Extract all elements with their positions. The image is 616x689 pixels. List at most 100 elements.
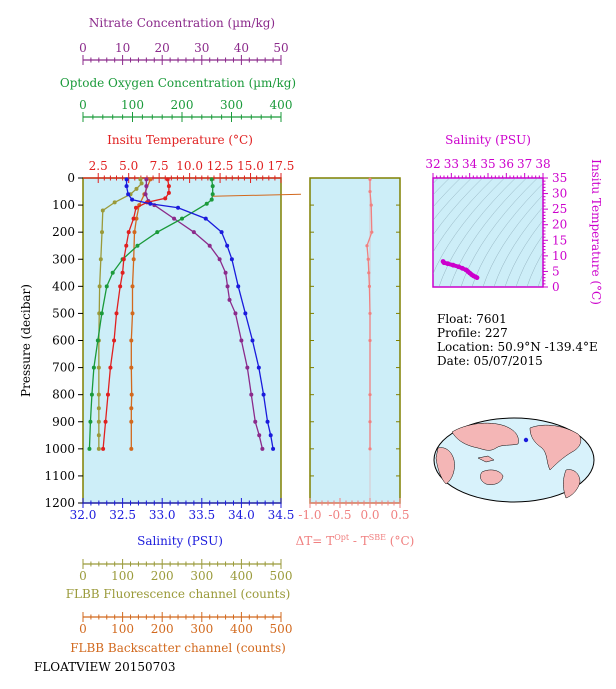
ts-temperature-tick-label: 20 <box>552 218 567 232</box>
fluorescence-tick-label: 300 <box>190 569 213 583</box>
ts-salinity-tick-label: 36 <box>499 157 514 171</box>
pressure-tick-label: 1000 <box>44 442 75 456</box>
oxygen-tick-label: 200 <box>171 98 194 112</box>
nitrate-series-point <box>207 243 212 248</box>
salinity-tick-label: 33.0 <box>149 508 176 522</box>
salinity-tick-label: 34.0 <box>228 508 255 522</box>
oxygen-series-point <box>87 446 92 451</box>
backscatter-series-point <box>131 257 136 262</box>
temperature-series-point <box>103 419 108 424</box>
salinity-series-point <box>203 216 208 221</box>
salinity-series-point <box>176 205 181 210</box>
pressure-tick-label: 200 <box>52 225 75 239</box>
temperature-series-point <box>118 284 123 289</box>
temperature-tick-label: 12.5 <box>207 159 234 173</box>
ts-density-contour <box>433 178 494 253</box>
ts-profile-point <box>445 261 451 267</box>
nitrate-series-point <box>225 284 230 289</box>
nitrate-series-point <box>260 446 265 451</box>
delta-t-plot-area <box>309 177 401 504</box>
delta-t-tick-label: 0.5 <box>390 508 409 522</box>
temperature-tick-label: 17.5 <box>268 159 295 173</box>
oxygen-series-point <box>180 216 184 221</box>
fluorescence-tick-label: 400 <box>230 569 253 583</box>
ts-temperature-tick-label: 10 <box>552 249 567 263</box>
nitrate-series-point <box>245 365 250 370</box>
temperature-series-point <box>126 230 131 235</box>
ts-temperature-axis-title: Insitu Temperature (°C) <box>589 159 603 305</box>
ts-salinity-tick-label: 35 <box>480 157 495 171</box>
ts-temperature-tick-label: 5 <box>552 264 560 278</box>
nitrate-series-point <box>233 311 238 316</box>
nitrate-axis-title: Nitrate Concentration (µm/kg) <box>89 16 275 30</box>
nitrate-series-point <box>227 297 232 302</box>
nitrate-series-point <box>172 216 177 221</box>
oxygen-series-point <box>95 338 100 343</box>
delta-t-tick-label: -0.5 <box>328 508 351 522</box>
pressure-tick-label: 0 <box>67 171 75 185</box>
oxygen-series-point <box>209 197 214 202</box>
temperature-series-point <box>131 216 136 221</box>
ts-density-contour <box>449 178 527 287</box>
delta-t-series-point <box>369 203 373 207</box>
fluorescence-series-point <box>96 433 101 438</box>
temperature-tick-label: 2.5 <box>89 159 108 173</box>
nitrate-series-point <box>143 192 148 197</box>
ts-density-contour <box>433 178 505 275</box>
ts-density-contour <box>460 178 538 287</box>
ts-profile-point <box>450 262 456 268</box>
salinity-axis-title: Salinity (PSU) <box>137 534 223 548</box>
pressure-tick-label: 1100 <box>44 469 75 483</box>
fluorescence-tick-label: 100 <box>111 569 134 583</box>
delta-t-series-point <box>367 271 371 275</box>
salinity-series-point <box>256 365 261 370</box>
temperature-series-point <box>108 365 113 370</box>
footer-code: FLOATVIEW 20150703 <box>34 660 176 674</box>
ts-temperature-tick-label: 25 <box>552 202 567 216</box>
delta-t-title-part: (°C) <box>386 534 414 548</box>
pressure-tick-label: 300 <box>52 252 75 266</box>
salinity-series-point <box>250 338 255 343</box>
delta-t-tick-label: -1.0 <box>298 508 321 522</box>
fluorescence-tick-label: 0 <box>79 569 87 583</box>
ts-profile-point <box>459 265 465 271</box>
delta-t-title-part: - T <box>349 534 369 548</box>
oxygen-series-point <box>110 270 115 275</box>
world-map-asia <box>451 422 519 451</box>
fluorescence-series-point <box>97 284 102 289</box>
pressure-tick-label: 400 <box>52 279 75 293</box>
backscatter-series-point <box>130 311 135 316</box>
fluorescence-series-point <box>98 257 103 262</box>
backscatter-tick-label: 100 <box>111 622 134 636</box>
oxygen-series-point <box>135 243 140 248</box>
oxygen-series-point <box>91 365 96 370</box>
delta-t-title-part: ΔT= T <box>296 534 335 548</box>
ts-plot-area <box>432 177 544 288</box>
world-map-africa <box>435 447 455 485</box>
world-map-north-america <box>529 424 582 471</box>
backscatter-series-point <box>130 284 135 289</box>
backscatter-tick-label: 200 <box>151 622 174 636</box>
fluorescence-series-point <box>96 446 101 451</box>
temperature-tick-label: 10.0 <box>176 159 203 173</box>
oxygen-tick-label: 300 <box>220 98 243 112</box>
delta-t-axis-title: ΔT= TOpt - TSBE (°C) <box>296 533 415 548</box>
ts-salinity-axis-title: Salinity (PSU) <box>445 133 531 147</box>
nitrate-series-point <box>253 419 258 424</box>
delta-t-series-point <box>366 257 370 261</box>
nitrate-series-point <box>217 257 222 262</box>
temperature-tick-label: 15.0 <box>237 159 264 173</box>
delta-t-series-point <box>368 393 372 397</box>
oxygen-tick-label: 100 <box>121 98 144 112</box>
nitrate-tick-label: 50 <box>273 41 288 55</box>
salinity-series-point <box>265 419 270 424</box>
backscatter-series-point <box>129 365 134 370</box>
temperature-tick-label: 7.5 <box>150 159 169 173</box>
ts-profile-point <box>456 264 462 270</box>
temperature-series-point <box>165 177 170 182</box>
backscatter-series-point <box>129 392 134 397</box>
oxygen-tick-label: 400 <box>270 98 293 112</box>
delta-t-series-point <box>370 230 374 234</box>
oxygen-tick-label: 0 <box>79 98 87 112</box>
